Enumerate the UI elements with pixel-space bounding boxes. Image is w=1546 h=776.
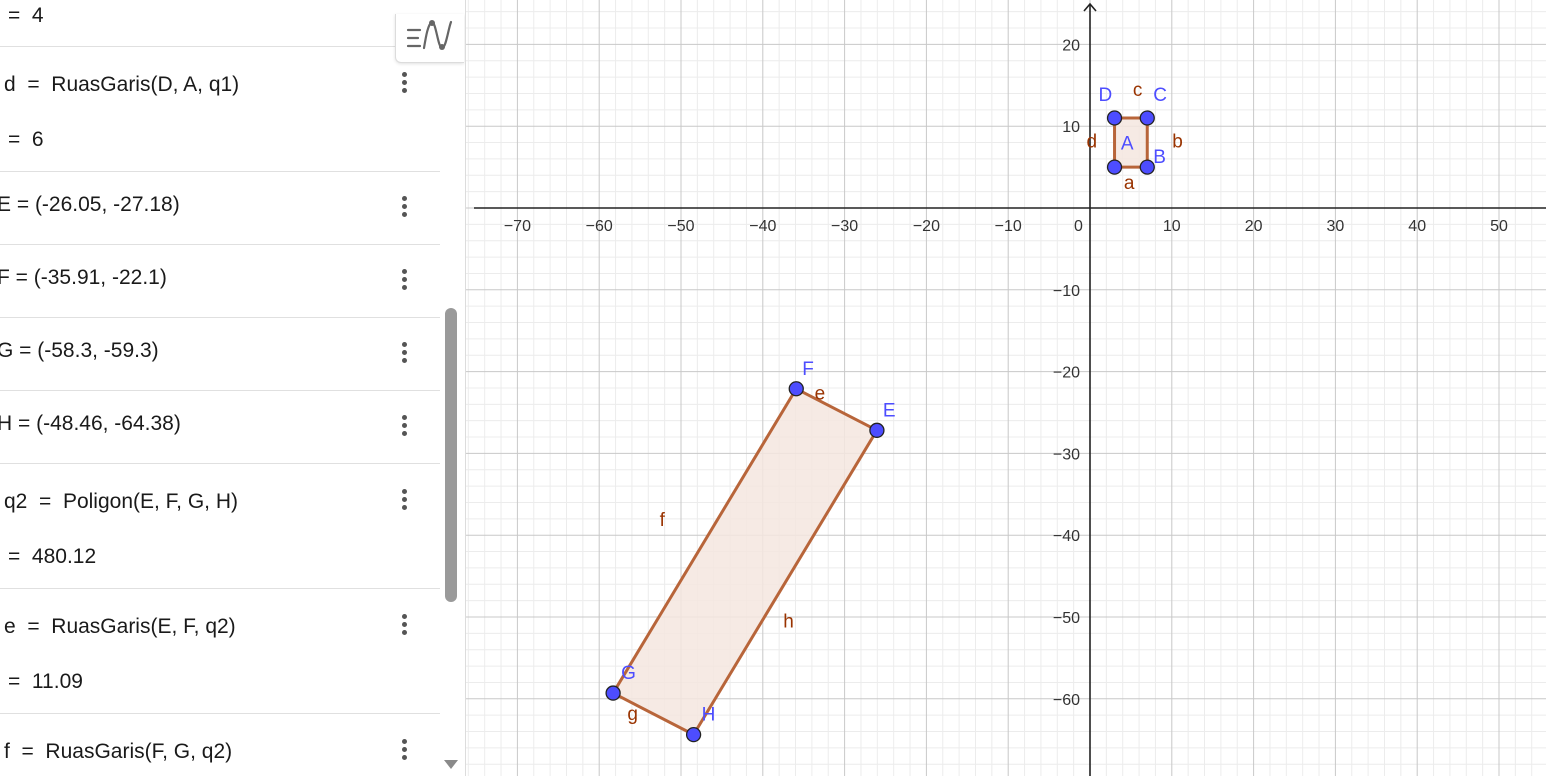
kebab-menu-icon[interactable]	[394, 488, 416, 514]
point-A[interactable]	[1106, 159, 1123, 175]
point-label-C: C	[1153, 85, 1167, 106]
algebra-row-d[interactable]: d = RuasGaris(D, A, q1) = 6	[0, 47, 440, 172]
algebra-row-F[interactable]: F = (-35.91, -22.1)	[0, 245, 440, 318]
y-tick-label: −50	[1053, 610, 1080, 627]
segment-label-a: a	[1124, 173, 1135, 194]
algebra-row-E[interactable]: E = (-26.05, -27.18)	[0, 172, 440, 245]
x-tick-label: 40	[1408, 218, 1426, 235]
segment-FG[interactable]	[611, 388, 798, 694]
point-label-H: H	[702, 705, 716, 726]
algebra-row-definition: f = RuasGaris(F, G, q2)	[4, 740, 233, 763]
x-tick-label: 20	[1245, 218, 1263, 235]
segment-label-h: h	[783, 611, 794, 632]
y-tick-label: −40	[1053, 528, 1080, 545]
point-E[interactable]	[869, 422, 885, 438]
point-H[interactable]	[685, 726, 702, 743]
algebra-row-definition: E = (-26.05, -27.18)	[0, 193, 180, 216]
x-tick-label: −60	[586, 218, 613, 235]
x-tick-label: 50	[1490, 218, 1508, 235]
y-tick-label: −60	[1053, 692, 1080, 709]
kebab-menu-icon[interactable]	[394, 738, 416, 764]
x-tick-label: −70	[504, 218, 531, 235]
axis-tick-labels: −70 −60 −50 −40 −30 −20 −10 0 10 20 30 40 50 20 10 −10 −…	[504, 37, 1508, 708]
polygon-q1[interactable]: A	[1113, 116, 1149, 169]
axes	[474, 2, 1546, 776]
algebra-row-definition: q2 = Poligon(E, F, G, H)	[4, 490, 239, 513]
segment-HE[interactable]	[692, 429, 879, 736]
point-label-D: D	[1099, 85, 1113, 106]
algebra-row-c-value[interactable]: = 4	[0, 0, 440, 47]
algebra-row-H[interactable]: H = (-48.46, -64.38)	[0, 391, 440, 464]
algebra-scrollbar[interactable]	[445, 308, 457, 602]
algebra-row-G[interactable]: G = (-58.3, -59.3)	[0, 318, 440, 391]
algebra-row-e[interactable]: e = RuasGaris(E, F, q2) = 11.09	[0, 589, 440, 714]
segment-label-e: e	[815, 384, 826, 405]
kebab-menu-icon[interactable]	[394, 414, 416, 440]
kebab-menu-icon[interactable]	[394, 613, 416, 639]
polygon-q2[interactable]	[611, 387, 879, 736]
segment-label-g: g	[627, 704, 638, 725]
segment-label-c: c	[1133, 80, 1143, 101]
algebra-row-definition: G = (-58.3, -59.3)	[0, 339, 159, 362]
scroll-down-arrow-icon[interactable]	[444, 760, 458, 769]
polygon-q1-fill[interactable]	[1114, 118, 1148, 168]
algebra-row-definition: d = RuasGaris(D, A, q1)	[4, 73, 240, 96]
segment-GH[interactable]	[612, 691, 695, 736]
y-tick-label: 20	[1062, 37, 1080, 54]
segment-label-d: d	[1087, 132, 1098, 153]
point-label-G: G	[621, 663, 636, 684]
y-tick-label: 10	[1062, 119, 1080, 136]
algebra-row-value: = 6	[8, 128, 44, 151]
algebra-row-value: = 480.12	[8, 545, 97, 568]
kebab-menu-icon[interactable]	[394, 268, 416, 294]
y-tick-label: −20	[1053, 365, 1080, 382]
algebra-style-icon	[406, 20, 453, 50]
algebra-row-value: = 4	[8, 4, 44, 27]
algebra-row-q2[interactable]: q2 = Poligon(E, F, G, H) = 480.12	[0, 464, 440, 589]
x-tick-label: −10	[995, 218, 1022, 235]
segment-labels: a b c d e f g h	[627, 80, 1182, 725]
x-tick-label: −40	[749, 218, 776, 235]
point-G[interactable]	[605, 685, 621, 701]
y-tick-label: −10	[1053, 283, 1080, 300]
grid-minor	[466, 0, 1546, 776]
x-tick-label: 0	[1074, 218, 1083, 235]
x-tick-label: −50	[667, 218, 694, 235]
algebra-view: = 4 d = RuasGaris(D, A, q1) = 6 E = (-26…	[0, 0, 466, 776]
algebra-row-value: = 11.09	[8, 670, 83, 693]
algebra-row-definition: e = RuasGaris(E, F, q2)	[4, 615, 236, 638]
grid-major	[466, 0, 1546, 776]
algebra-row-f[interactable]: f = RuasGaris(F, G, q2)	[0, 714, 440, 776]
polygon-q2-fill[interactable]	[613, 388, 877, 735]
graphics-view[interactable]: A −70 −60 −50 −40 −30 −20 −10 0 10 20 30 40 50 20 10 −1…	[466, 0, 1546, 776]
algebra-style-button[interactable]	[395, 14, 464, 63]
kebab-menu-icon[interactable]	[394, 195, 416, 221]
kebab-menu-icon[interactable]	[394, 341, 416, 367]
point-B[interactable]	[1139, 159, 1155, 175]
points[interactable]: B C D E F G H	[605, 85, 1167, 743]
point-F[interactable]	[788, 381, 804, 397]
algebra-row-definition: F = (-35.91, -22.1)	[0, 266, 167, 289]
point-C[interactable]	[1139, 110, 1155, 126]
x-tick-label: −30	[831, 218, 858, 235]
point-label-E: E	[883, 400, 896, 421]
point-label-B: B	[1153, 147, 1166, 168]
y-axis-arrow-icon	[1083, 2, 1097, 12]
polygon-q1-label: A	[1121, 134, 1134, 155]
kebab-menu-icon[interactable]	[394, 71, 416, 97]
x-tick-label: −20	[913, 218, 940, 235]
y-tick-label: −30	[1053, 446, 1080, 463]
segment-EF[interactable]	[795, 387, 878, 432]
segment-label-f: f	[660, 510, 666, 531]
point-label-F: F	[802, 359, 814, 380]
algebra-row-definition: H = (-48.46, -64.38)	[0, 412, 181, 435]
segment-label-b: b	[1172, 132, 1183, 153]
point-D[interactable]	[1106, 110, 1123, 126]
x-tick-label: 30	[1327, 218, 1345, 235]
x-tick-label: 10	[1163, 218, 1181, 235]
